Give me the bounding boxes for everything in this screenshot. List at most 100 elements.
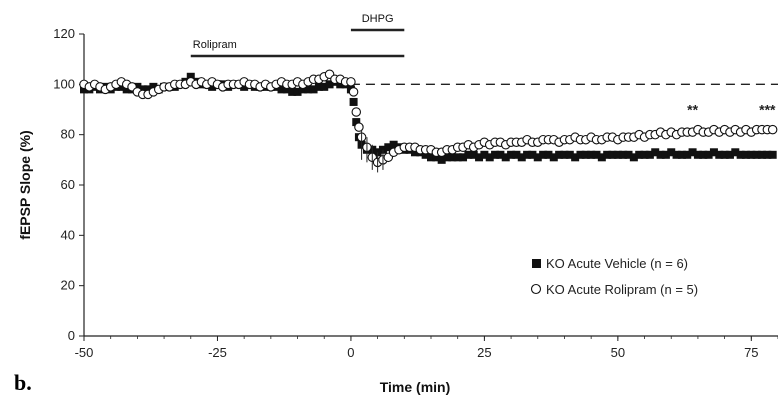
data-point-vehicle	[277, 85, 286, 94]
data-point-vehicle	[501, 153, 510, 162]
data-point-vehicle	[661, 150, 670, 159]
data-point-vehicle	[640, 150, 649, 159]
data-point-vehicle	[512, 150, 521, 159]
data-point-vehicle	[544, 150, 553, 159]
x-axis-title: Time (min)	[380, 379, 451, 395]
data-point-vehicle	[768, 150, 777, 159]
data-point-vehicle	[560, 150, 569, 159]
data-point-vehicle	[581, 150, 590, 159]
data-point-vehicle	[122, 85, 131, 94]
data-point-vehicle	[314, 82, 323, 91]
data-point-vehicle	[349, 97, 358, 106]
legend-marker-vehicle	[532, 259, 541, 268]
data-point-vehicle	[352, 118, 361, 127]
data-point-rolipram	[348, 87, 359, 97]
data-point-vehicle	[597, 153, 606, 162]
data-point-vehicle	[635, 150, 644, 159]
data-point-vehicle	[549, 153, 558, 162]
data-point-vehicle	[464, 150, 473, 159]
significance-marker: ***	[759, 102, 776, 118]
data-point-vehicle	[208, 82, 217, 91]
data-point-vehicle	[613, 150, 622, 159]
data-point-vehicle	[725, 150, 734, 159]
y-tick-label: 40	[61, 227, 75, 242]
data-point-vehicle	[523, 150, 532, 159]
y-tick-label: 120	[53, 26, 75, 41]
data-point-vehicle	[491, 150, 500, 159]
data-point-vehicle	[138, 85, 147, 94]
data-point-vehicle	[629, 153, 638, 162]
data-point-vehicle	[325, 80, 334, 89]
data-point-vehicle	[763, 150, 772, 159]
data-point-vehicle	[144, 85, 153, 94]
legend-label-vehicle: KO Acute Vehicle (n = 6)	[546, 256, 688, 271]
data-point-vehicle	[565, 150, 574, 159]
data-point-vehicle	[667, 148, 676, 157]
data-point-vehicle	[533, 153, 542, 162]
data-point-vehicle	[389, 140, 398, 149]
legend: KO Acute Vehicle (n = 6) KO Acute Rolipra…	[530, 256, 698, 297]
data-point-vehicle	[555, 150, 564, 159]
data-point-vehicle	[731, 148, 740, 157]
data-point-vehicle	[448, 153, 457, 162]
data-point-vehicle	[757, 150, 766, 159]
data-point-vehicle	[736, 150, 745, 159]
data-point-vehicle	[677, 150, 686, 159]
data-point-vehicle	[432, 153, 441, 162]
data-point-vehicle	[427, 153, 435, 162]
data-point-vehicle	[496, 150, 505, 159]
data-point-vehicle	[592, 150, 601, 159]
data-point-vehicle	[747, 150, 756, 159]
data-point-vehicle	[149, 82, 158, 91]
data-point-vehicle	[699, 150, 708, 159]
data-point-vehicle	[240, 82, 249, 91]
data-point-vehicle	[576, 150, 585, 159]
data-point-vehicle	[443, 153, 452, 162]
y-axis-title: fEPSP Slope (%)	[17, 130, 33, 239]
data-point-vehicle	[186, 72, 195, 81]
data-point-vehicle	[704, 150, 713, 159]
data-point-vehicle	[693, 150, 702, 159]
data-point-vehicle	[645, 150, 654, 159]
data-point-rolipram	[767, 124, 778, 135]
x-tick-label: -25	[208, 345, 227, 360]
data-point-vehicle	[421, 150, 430, 159]
data-point-vehicle	[656, 150, 665, 159]
data-point-vehicle	[485, 153, 494, 162]
x-tick-label: 0	[347, 345, 354, 360]
data-point-vehicle	[459, 153, 468, 162]
data-point-vehicle	[720, 150, 729, 159]
x-tick-label: 25	[477, 345, 491, 360]
data-point-rolipram	[346, 77, 356, 87]
data-point-vehicle	[571, 153, 580, 162]
x-tick-label: 50	[611, 345, 625, 360]
data-point-vehicle	[683, 150, 692, 159]
data-point-vehicle	[672, 150, 681, 159]
legend-label-rolipram: KO Acute Rolipram (n = 5)	[546, 282, 698, 297]
data-point-vehicle	[469, 150, 478, 159]
data-point-vehicle	[117, 82, 126, 91]
data-point-vehicle	[619, 150, 628, 159]
x-tick-label: 75	[744, 345, 758, 360]
data-point-vehicle	[304, 85, 313, 94]
data-point-vehicle	[384, 143, 393, 152]
data-point-vehicle	[741, 150, 750, 159]
data-point-rolipram	[354, 122, 364, 132]
data-point-vehicle	[539, 150, 548, 159]
data-point-vehicle	[475, 153, 484, 162]
data-point-vehicle	[752, 150, 761, 159]
y-tick-label: 0	[68, 328, 75, 343]
data-point-vehicle	[528, 150, 537, 159]
series-layer	[79, 69, 778, 173]
data-point-vehicle	[288, 87, 297, 96]
data-point-vehicle	[480, 150, 489, 159]
data-point-vehicle	[709, 148, 718, 157]
drug-bar-label: Rolipram	[193, 39, 237, 51]
data-point-vehicle	[80, 85, 88, 94]
data-point-vehicle	[624, 150, 633, 159]
x-tick-label: -50	[75, 345, 94, 360]
data-point-vehicle	[603, 150, 612, 159]
